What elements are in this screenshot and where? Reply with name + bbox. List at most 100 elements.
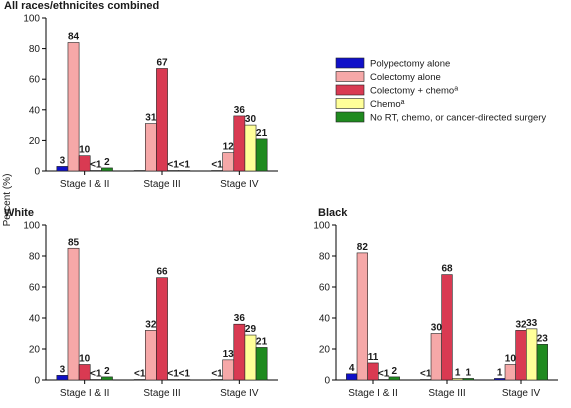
y-tick-label: 40 bbox=[29, 105, 41, 116]
bar bbox=[156, 277, 168, 381]
data-label: 10 bbox=[505, 354, 517, 365]
y-tick-label: 60 bbox=[29, 283, 41, 294]
data-label: 10 bbox=[79, 354, 91, 365]
category-label: Stage I & II bbox=[348, 388, 397, 399]
data-label: <1 bbox=[90, 160, 102, 171]
data-label: 12 bbox=[223, 142, 235, 153]
panel-title: White bbox=[4, 207, 34, 219]
data-label: <1 bbox=[167, 160, 179, 171]
bar bbox=[536, 344, 548, 381]
bar bbox=[133, 379, 146, 381]
bar bbox=[167, 379, 180, 381]
data-label: 82 bbox=[357, 242, 369, 253]
legend-item: Polypectomy alone bbox=[335, 57, 450, 70]
data-label: 3 bbox=[60, 155, 66, 166]
legend-swatch bbox=[335, 111, 365, 123]
y-tick-label: 0 bbox=[34, 376, 40, 387]
bar bbox=[156, 68, 168, 172]
legend: Polypectomy alone Colectomy alone Colectom… bbox=[335, 57, 546, 124]
legend-swatch bbox=[335, 98, 365, 109]
bar bbox=[78, 364, 91, 381]
data-label: 33 bbox=[526, 318, 538, 329]
legend-label: Polypectomy alone bbox=[370, 59, 450, 70]
legend-label: Colectomy + chemoa bbox=[370, 85, 458, 97]
data-label: <1 bbox=[420, 369, 432, 380]
data-label: 30 bbox=[245, 114, 257, 125]
bar bbox=[430, 333, 442, 381]
category-label: Stage III bbox=[428, 388, 465, 399]
data-label: 10 bbox=[79, 145, 91, 156]
bar bbox=[441, 274, 453, 381]
bar bbox=[367, 362, 379, 381]
y-tick-label: 0 bbox=[324, 376, 330, 387]
data-label: 30 bbox=[431, 323, 443, 334]
bar bbox=[420, 379, 432, 381]
bar bbox=[133, 170, 146, 172]
bar bbox=[504, 364, 516, 381]
panel-title: All races/ethnicites combined bbox=[4, 0, 159, 12]
y-tick-label: 100 bbox=[23, 221, 40, 232]
data-label: 13 bbox=[223, 349, 235, 360]
legend-swatch bbox=[335, 84, 365, 96]
bar bbox=[101, 376, 113, 381]
data-label: 66 bbox=[156, 267, 168, 278]
data-label: 85 bbox=[68, 237, 80, 248]
legend-swatch bbox=[335, 57, 365, 69]
data-label: 31 bbox=[145, 113, 157, 124]
data-label: 11 bbox=[368, 352, 379, 363]
bar bbox=[378, 379, 390, 381]
bar bbox=[78, 155, 91, 172]
data-label: <1 bbox=[90, 369, 102, 380]
bar bbox=[233, 115, 246, 172]
data-label: 68 bbox=[441, 264, 453, 275]
data-label: 3 bbox=[60, 364, 66, 375]
bar bbox=[388, 376, 400, 381]
data-label: <1 bbox=[211, 160, 223, 171]
legend-item: Colectomy + chemoa bbox=[335, 84, 458, 97]
legend-item: No RT, chemo, or cancer-directed surgery bbox=[335, 111, 546, 124]
data-label: <1 bbox=[179, 160, 191, 171]
data-label: 32 bbox=[145, 319, 157, 330]
bar bbox=[167, 170, 180, 172]
legend-label: No RT, chemo, or cancer-directed surgery bbox=[370, 113, 546, 124]
y-tick-label: 60 bbox=[319, 283, 331, 294]
category-label: Stage III bbox=[143, 179, 180, 190]
bar bbox=[144, 123, 157, 172]
bar bbox=[244, 124, 257, 172]
bar bbox=[233, 323, 246, 381]
bar bbox=[244, 334, 257, 381]
y-tick-label: 100 bbox=[313, 221, 330, 232]
y-tick-label: 60 bbox=[29, 75, 41, 86]
bar bbox=[515, 330, 527, 381]
bar bbox=[178, 170, 191, 172]
category-label: Stage III bbox=[143, 388, 180, 399]
data-label: <1 bbox=[167, 369, 179, 380]
y-tick-label: 80 bbox=[319, 252, 331, 263]
bar bbox=[101, 167, 113, 172]
legend-label: Chemoa bbox=[370, 99, 405, 111]
y-tick-label: 20 bbox=[319, 345, 331, 356]
chart-panel-1: All races/ethnicites combined 0 20 40 60 80 10… bbox=[4, 0, 278, 190]
legend-swatch bbox=[335, 71, 365, 82]
data-label: <1 bbox=[134, 369, 146, 380]
bar bbox=[211, 170, 223, 172]
data-label: 2 bbox=[104, 157, 110, 168]
y-tick-label: 40 bbox=[29, 314, 41, 325]
category-label: Stage I & II bbox=[60, 179, 109, 190]
data-label: 84 bbox=[68, 31, 80, 42]
bar bbox=[452, 378, 464, 381]
bar bbox=[67, 247, 80, 381]
y-tick-label: 80 bbox=[29, 44, 41, 55]
data-label: 67 bbox=[156, 57, 168, 68]
y-tick-label: 20 bbox=[29, 345, 41, 356]
bar bbox=[494, 378, 506, 381]
data-label: <1 bbox=[211, 369, 223, 380]
bar bbox=[56, 375, 69, 381]
bar bbox=[67, 42, 80, 172]
y-tick-label: 20 bbox=[29, 136, 41, 147]
data-label: 1 bbox=[497, 367, 503, 378]
y-tick-label: 100 bbox=[23, 14, 40, 25]
data-label: 21 bbox=[256, 336, 268, 347]
